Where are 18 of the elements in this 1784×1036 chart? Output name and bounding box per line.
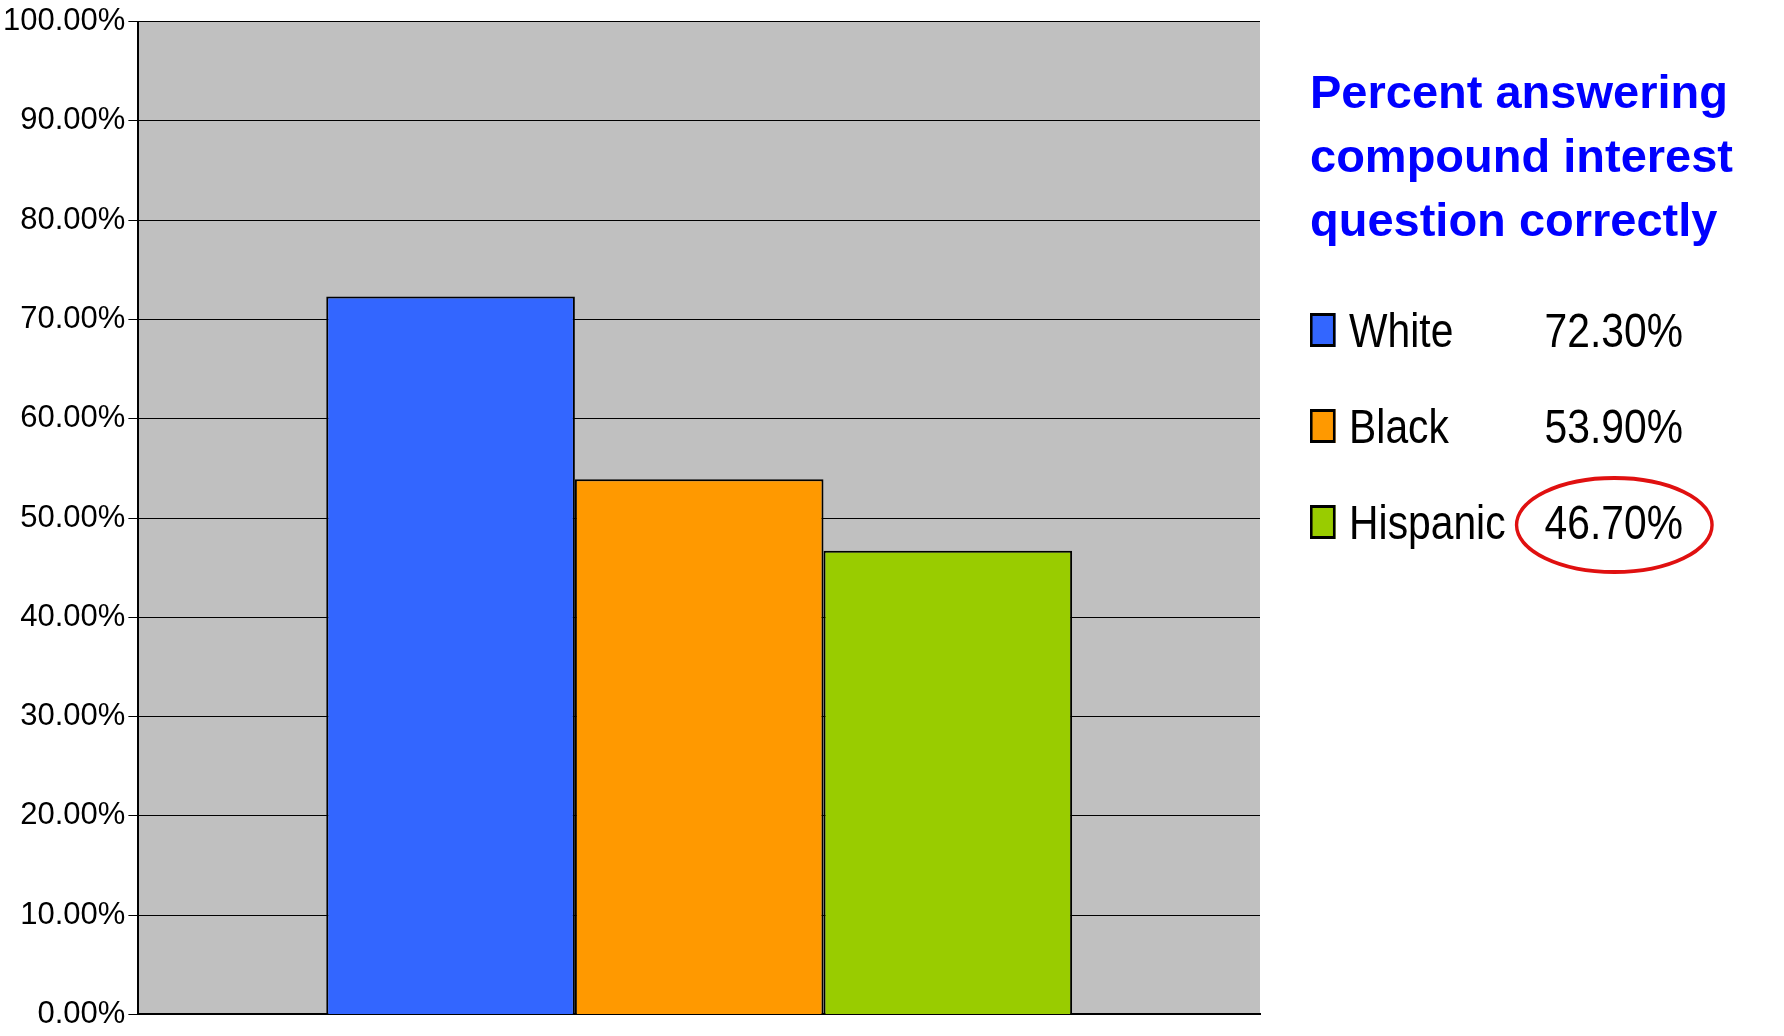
legend-label: White bbox=[1349, 302, 1455, 358]
y-tick-label: 90.00% bbox=[20, 101, 126, 137]
legend-label: Hispanic bbox=[1349, 494, 1507, 550]
y-tick-label: 0.00% bbox=[37, 994, 126, 1030]
y-tick-label: 40.00% bbox=[20, 597, 126, 633]
y-tick-label: 50.00% bbox=[20, 498, 126, 534]
y-tick-label: 10.00% bbox=[20, 895, 126, 931]
y-tick-label: 70.00% bbox=[20, 299, 126, 335]
text: 53.90% bbox=[1544, 398, 1683, 454]
y-tick-label: 80.00% bbox=[20, 200, 126, 236]
legend-label: Black bbox=[1349, 398, 1450, 454]
y-tick-label: 100.00% bbox=[2, 2, 126, 38]
text: 46.70% bbox=[1544, 494, 1683, 550]
text: Percent answering compound interest question correctly bbox=[1310, 64, 1735, 248]
y-tick-label: 20.00% bbox=[20, 796, 126, 832]
y-tick-label: 60.00% bbox=[20, 399, 126, 435]
text: 72.30% bbox=[1544, 302, 1683, 358]
y-tick-label: 30.00% bbox=[20, 697, 126, 733]
